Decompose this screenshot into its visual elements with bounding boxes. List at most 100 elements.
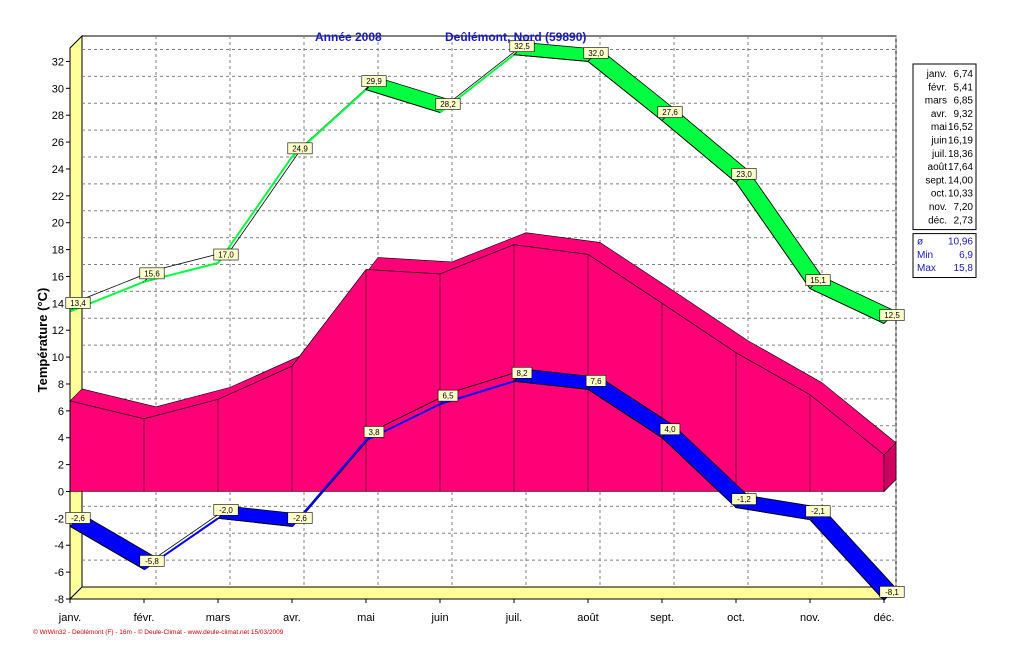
min-data-label: -2,6	[71, 514, 85, 523]
max-label-box	[731, 168, 757, 180]
y-axis-label: Température (°C)	[35, 288, 50, 393]
y-tick-label: -6	[54, 567, 64, 579]
legend-month-name: juil.	[931, 149, 947, 160]
legend-stats-box	[912, 233, 977, 279]
footer-credit: © WrWin32 - Deûlémont (F) - 16m - © Deul…	[33, 628, 284, 636]
legend-month-name: août	[928, 162, 948, 173]
min-line-segment	[809, 519, 885, 601]
y-tick-label: 32	[52, 56, 64, 68]
max-data-label: 15,6	[144, 269, 160, 278]
max-label-box	[139, 267, 165, 280]
max-line-segment	[217, 156, 293, 264]
y-tick-label: 26	[52, 137, 64, 149]
min-data-label: 6,5	[442, 392, 454, 401]
y-tick-label: 8	[58, 379, 64, 391]
min-data-label: -2,6	[293, 514, 307, 523]
min-data-label: -8,1	[885, 588, 899, 597]
x-tick-label: mars	[206, 612, 231, 624]
legend-month-value: 18,36	[948, 149, 973, 160]
legend-stat-name: Min	[917, 250, 933, 261]
max-data-label: 12,5	[884, 311, 900, 320]
max-label-box	[287, 142, 313, 155]
min-label-box	[731, 493, 757, 505]
min-label-box	[287, 512, 313, 524]
legend-months-box	[912, 63, 977, 231]
min-data-label: -2,1	[811, 507, 825, 516]
legend-month-value: 6,74	[954, 69, 974, 80]
legend-month-value: 16,52	[948, 122, 973, 133]
min-line-segment	[217, 517, 293, 527]
min-data-label: 7,6	[590, 377, 602, 386]
legend-month-name: oct.	[931, 189, 947, 200]
legend-month-name: mars	[925, 96, 947, 107]
max-data-label: 17,0	[218, 251, 234, 260]
max-data-label: 13,4	[70, 299, 86, 308]
min-label-box	[65, 512, 91, 524]
legend-month-name: janv.	[926, 69, 947, 80]
y-tick-label: 30	[52, 83, 64, 95]
legend: janv. 6,74 févr. 5,41 mars 6,85 avr. 9,32 mai 16,…	[912, 63, 977, 279]
x-tick-label: sept.	[650, 612, 674, 624]
max-label-box	[805, 274, 831, 286]
legend-month-value: 14,00	[948, 175, 973, 186]
legend-stat-name: Max	[917, 263, 936, 274]
y-tick-label: 4	[58, 433, 64, 445]
legend-month-name: mai	[931, 122, 947, 133]
x-tick-label: juin	[430, 612, 448, 624]
y-tick-label: 24	[52, 164, 64, 176]
y-tick-label: 14	[52, 298, 64, 310]
max-data-label: 15,1	[810, 276, 826, 285]
min-data-label: 4,0	[664, 425, 676, 434]
x-tick-label: août	[577, 612, 598, 624]
min-label-box	[139, 555, 165, 567]
x-tick-label: nov.	[800, 612, 820, 624]
min-line-segment	[587, 389, 663, 439]
max-data-label: 32,0	[588, 49, 604, 58]
min-line-segment	[291, 439, 367, 528]
x-tick-label: déc.	[874, 612, 895, 624]
min-line-segment	[735, 507, 811, 521]
x-tick-label: oct.	[727, 612, 745, 624]
axes: -8-6-4-202468101214161820222426283032jan…	[52, 48, 895, 624]
series	[69, 42, 897, 601]
min-label-box	[437, 389, 459, 402]
legend-month-name: juin	[930, 136, 947, 147]
max-line-segment	[735, 182, 811, 289]
y-tick-label: 2	[58, 460, 64, 472]
min-label-box	[659, 423, 681, 436]
legend-month-name: déc.	[928, 215, 947, 226]
max-line-segment	[587, 61, 663, 121]
legend-stat-value: 6,9	[959, 250, 973, 261]
min-line-segment	[661, 437, 737, 508]
chart-title-year: Année 2008	[315, 30, 382, 44]
legend-month-value: 6,85	[954, 96, 974, 107]
min-label-box	[363, 426, 385, 438]
min-label-box	[585, 375, 607, 387]
min-line-segment	[69, 526, 145, 570]
legend-stat-value: 15,8	[954, 263, 974, 274]
legend-month-value: 7,20	[954, 202, 974, 213]
y-tick-label: -4	[54, 540, 64, 552]
legend-stat-name: ø	[917, 237, 923, 248]
min-data-label: -1,2	[737, 495, 751, 504]
data-labels: 13,4 15,6 17,0 24,9 29,9 28,2 32,5 32,0 27,6 23,0…	[65, 40, 905, 598]
max-data-label: 23,0	[736, 170, 752, 179]
y-tick-label: 22	[52, 191, 64, 203]
max-line-segment	[365, 89, 441, 113]
x-tick-label: avr.	[283, 612, 301, 624]
max-label-box	[361, 75, 387, 87]
x-tick-label: févr.	[134, 612, 155, 624]
y-tick-label: 10	[52, 352, 64, 364]
y-tick-label: 20	[52, 218, 64, 230]
max-label-box	[435, 98, 461, 110]
x-tick-label: juil.	[505, 612, 523, 624]
min-data-label: 3,8	[368, 428, 380, 437]
legend-month-value: 5,41	[954, 82, 974, 93]
max-label-box	[509, 40, 535, 53]
x-tick-label: janv.	[58, 612, 81, 624]
min-label-box	[213, 504, 239, 516]
x-tick-label: mai	[357, 612, 375, 624]
max-label-box	[583, 47, 609, 59]
